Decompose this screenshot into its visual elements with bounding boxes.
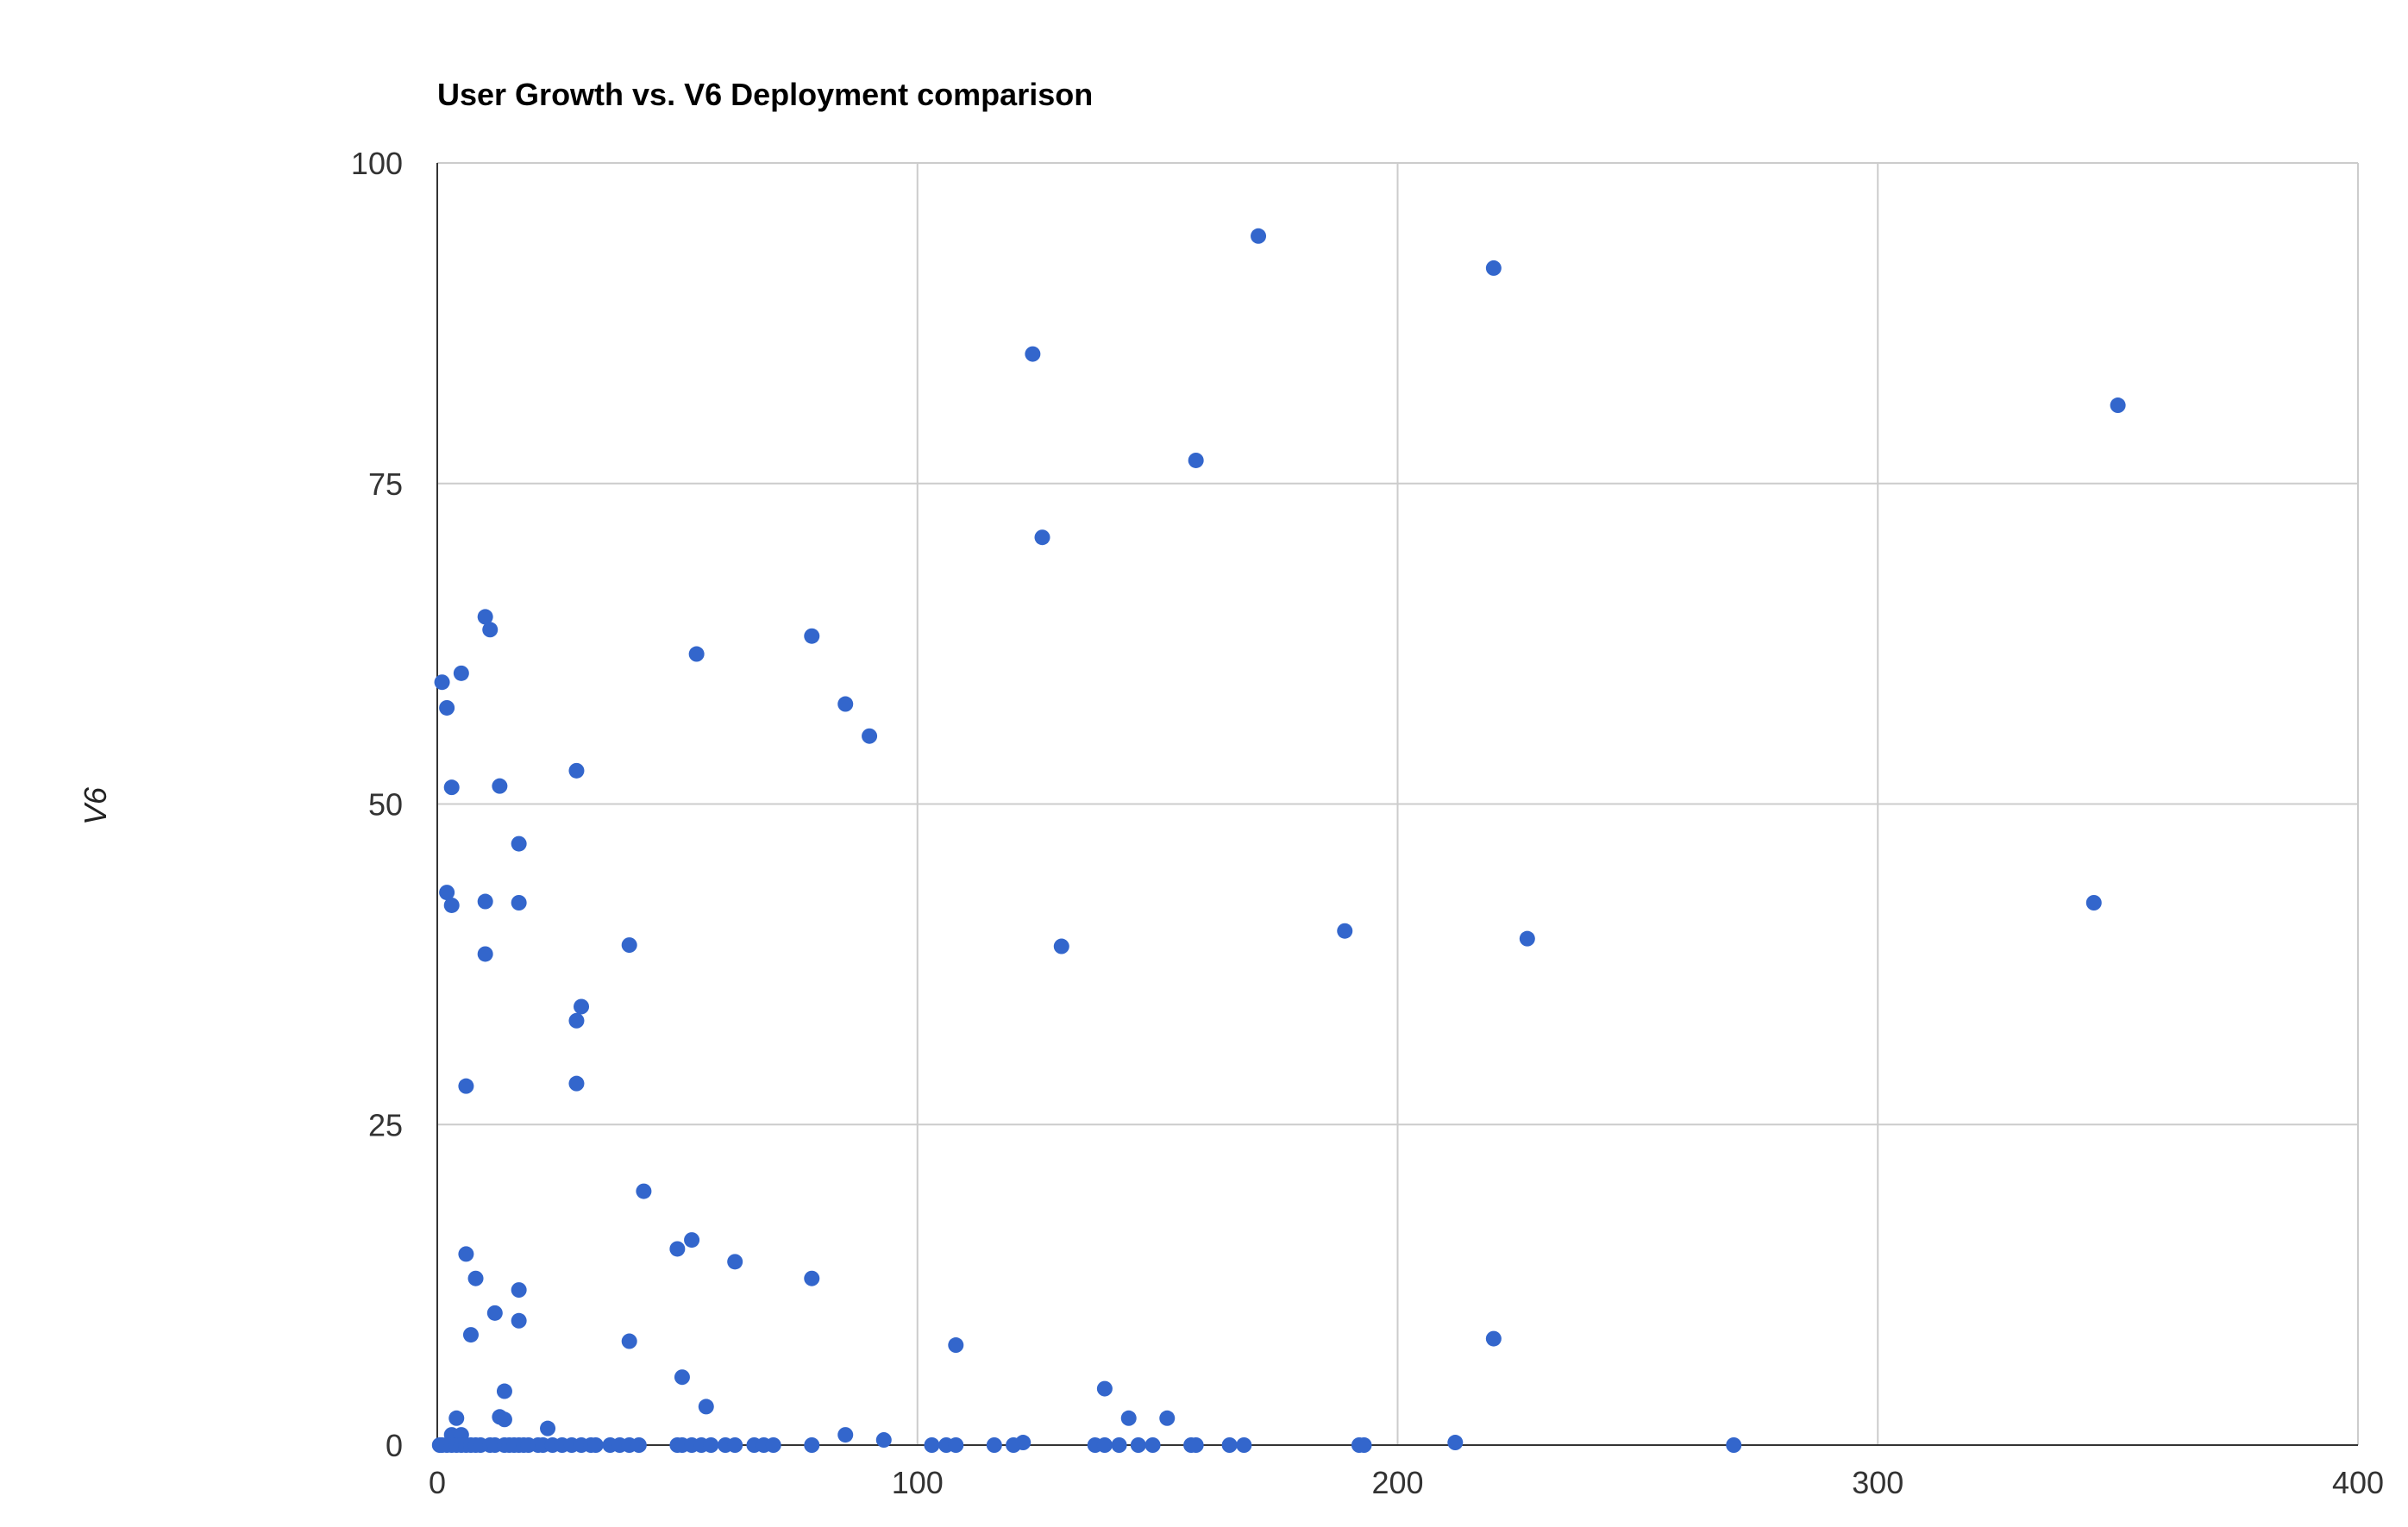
scatter-point xyxy=(1034,529,1050,546)
scatter-point xyxy=(477,609,493,625)
scatter-point xyxy=(439,699,455,716)
scatter-point xyxy=(443,897,460,913)
x-tick-label: 0 xyxy=(429,1465,446,1500)
scatter-point xyxy=(1025,346,1041,362)
scatter-point xyxy=(587,1437,604,1453)
scatter-point xyxy=(477,893,493,910)
scatter-point xyxy=(1096,1437,1113,1453)
scatter-point xyxy=(804,1437,820,1453)
x-tick-label: 400 xyxy=(2332,1465,2384,1500)
scatter-point xyxy=(1356,1437,1372,1453)
scatter-point xyxy=(1130,1437,1146,1453)
gridlines xyxy=(436,162,2359,1446)
scatter-point xyxy=(1447,1435,1464,1451)
scatter-point xyxy=(948,1437,964,1453)
scatter-point xyxy=(804,628,820,644)
scatter-point xyxy=(1519,930,1535,947)
scatter-point xyxy=(1337,923,1353,939)
scatter-point xyxy=(2085,894,2102,911)
data-points xyxy=(431,228,2126,1453)
scatter-point xyxy=(568,762,585,779)
scatter-point xyxy=(439,885,455,901)
scatter-point xyxy=(1485,260,1502,276)
scatter-point xyxy=(568,1012,585,1029)
scatter-point xyxy=(2110,397,2126,414)
scatter-point xyxy=(434,674,450,691)
scatter-point xyxy=(684,1232,700,1249)
scatter-point xyxy=(674,1369,690,1386)
scatter-point xyxy=(496,1411,512,1428)
x-tick-label: 300 xyxy=(1852,1465,1903,1500)
scatter-point xyxy=(698,1399,714,1415)
y-tick-label: 50 xyxy=(368,787,403,823)
scatter-point xyxy=(486,1305,503,1321)
scatter-point xyxy=(875,1432,892,1449)
scatter-point xyxy=(458,1246,474,1262)
scatter-point xyxy=(1111,1437,1127,1453)
scatter-point xyxy=(458,1078,474,1094)
x-tick-label: 100 xyxy=(892,1465,944,1500)
scatter-point xyxy=(453,665,469,681)
scatter-point xyxy=(986,1437,1002,1453)
scatter-point xyxy=(482,622,499,638)
x-tick-label: 200 xyxy=(1371,1465,1423,1500)
scatter-point xyxy=(1053,938,1069,954)
scatter-point xyxy=(568,1075,585,1092)
scatter-point xyxy=(688,646,705,662)
scatter-point xyxy=(1159,1410,1176,1426)
scatter-point xyxy=(574,998,590,1015)
scatter-point xyxy=(492,778,508,794)
y-tick-label: 0 xyxy=(386,1428,403,1463)
scatter-point xyxy=(727,1254,743,1270)
scatter-point xyxy=(1015,1435,1032,1451)
scatter-point xyxy=(837,1427,854,1443)
scatter-point xyxy=(621,1333,637,1349)
tick-labels: 0 100 200 300 400 0 25 50 75 100 xyxy=(351,146,2384,1500)
scatter-point xyxy=(1726,1437,1742,1453)
scatter-point xyxy=(477,946,493,962)
scatter-point xyxy=(511,1282,527,1299)
scatter-point xyxy=(837,696,854,712)
scatter-point xyxy=(1251,228,1267,244)
chart-title: User Growth vs. V6 Deployment comparison xyxy=(437,77,1093,112)
scatter-point xyxy=(924,1437,940,1453)
scatter-point xyxy=(630,1437,647,1453)
scatter-point xyxy=(1144,1437,1161,1453)
scatter-point xyxy=(540,1420,556,1436)
scatter-point xyxy=(804,1270,820,1286)
scatter-point xyxy=(1096,1380,1113,1397)
scatter-point xyxy=(636,1183,652,1199)
scatter-point xyxy=(462,1327,479,1343)
scatter-point xyxy=(1221,1437,1238,1453)
scatter-point xyxy=(467,1270,484,1286)
scatter-point xyxy=(1485,1330,1502,1347)
scatter-point xyxy=(1188,452,1204,468)
scatter-point xyxy=(1236,1437,1252,1453)
y-tick-label: 25 xyxy=(368,1107,403,1142)
scatter-point xyxy=(496,1383,512,1399)
scatter-point xyxy=(765,1437,781,1453)
scatter-point xyxy=(511,894,527,911)
scatter-point xyxy=(669,1241,686,1257)
y-axis-title: V6 xyxy=(78,786,113,825)
scatter-point xyxy=(443,779,460,796)
scatter-point xyxy=(703,1437,719,1453)
scatter-point xyxy=(727,1437,743,1453)
scatter-point xyxy=(511,1312,527,1329)
scatter-point xyxy=(511,835,527,852)
scatter-point xyxy=(862,728,878,744)
scatter-point xyxy=(1188,1437,1204,1453)
scatter-point xyxy=(948,1337,964,1354)
y-tick-label: 75 xyxy=(368,466,403,502)
scatter-point xyxy=(448,1410,465,1426)
scatter-point xyxy=(1120,1410,1137,1426)
scatter-point xyxy=(621,937,637,954)
y-tick-label: 100 xyxy=(351,146,403,181)
